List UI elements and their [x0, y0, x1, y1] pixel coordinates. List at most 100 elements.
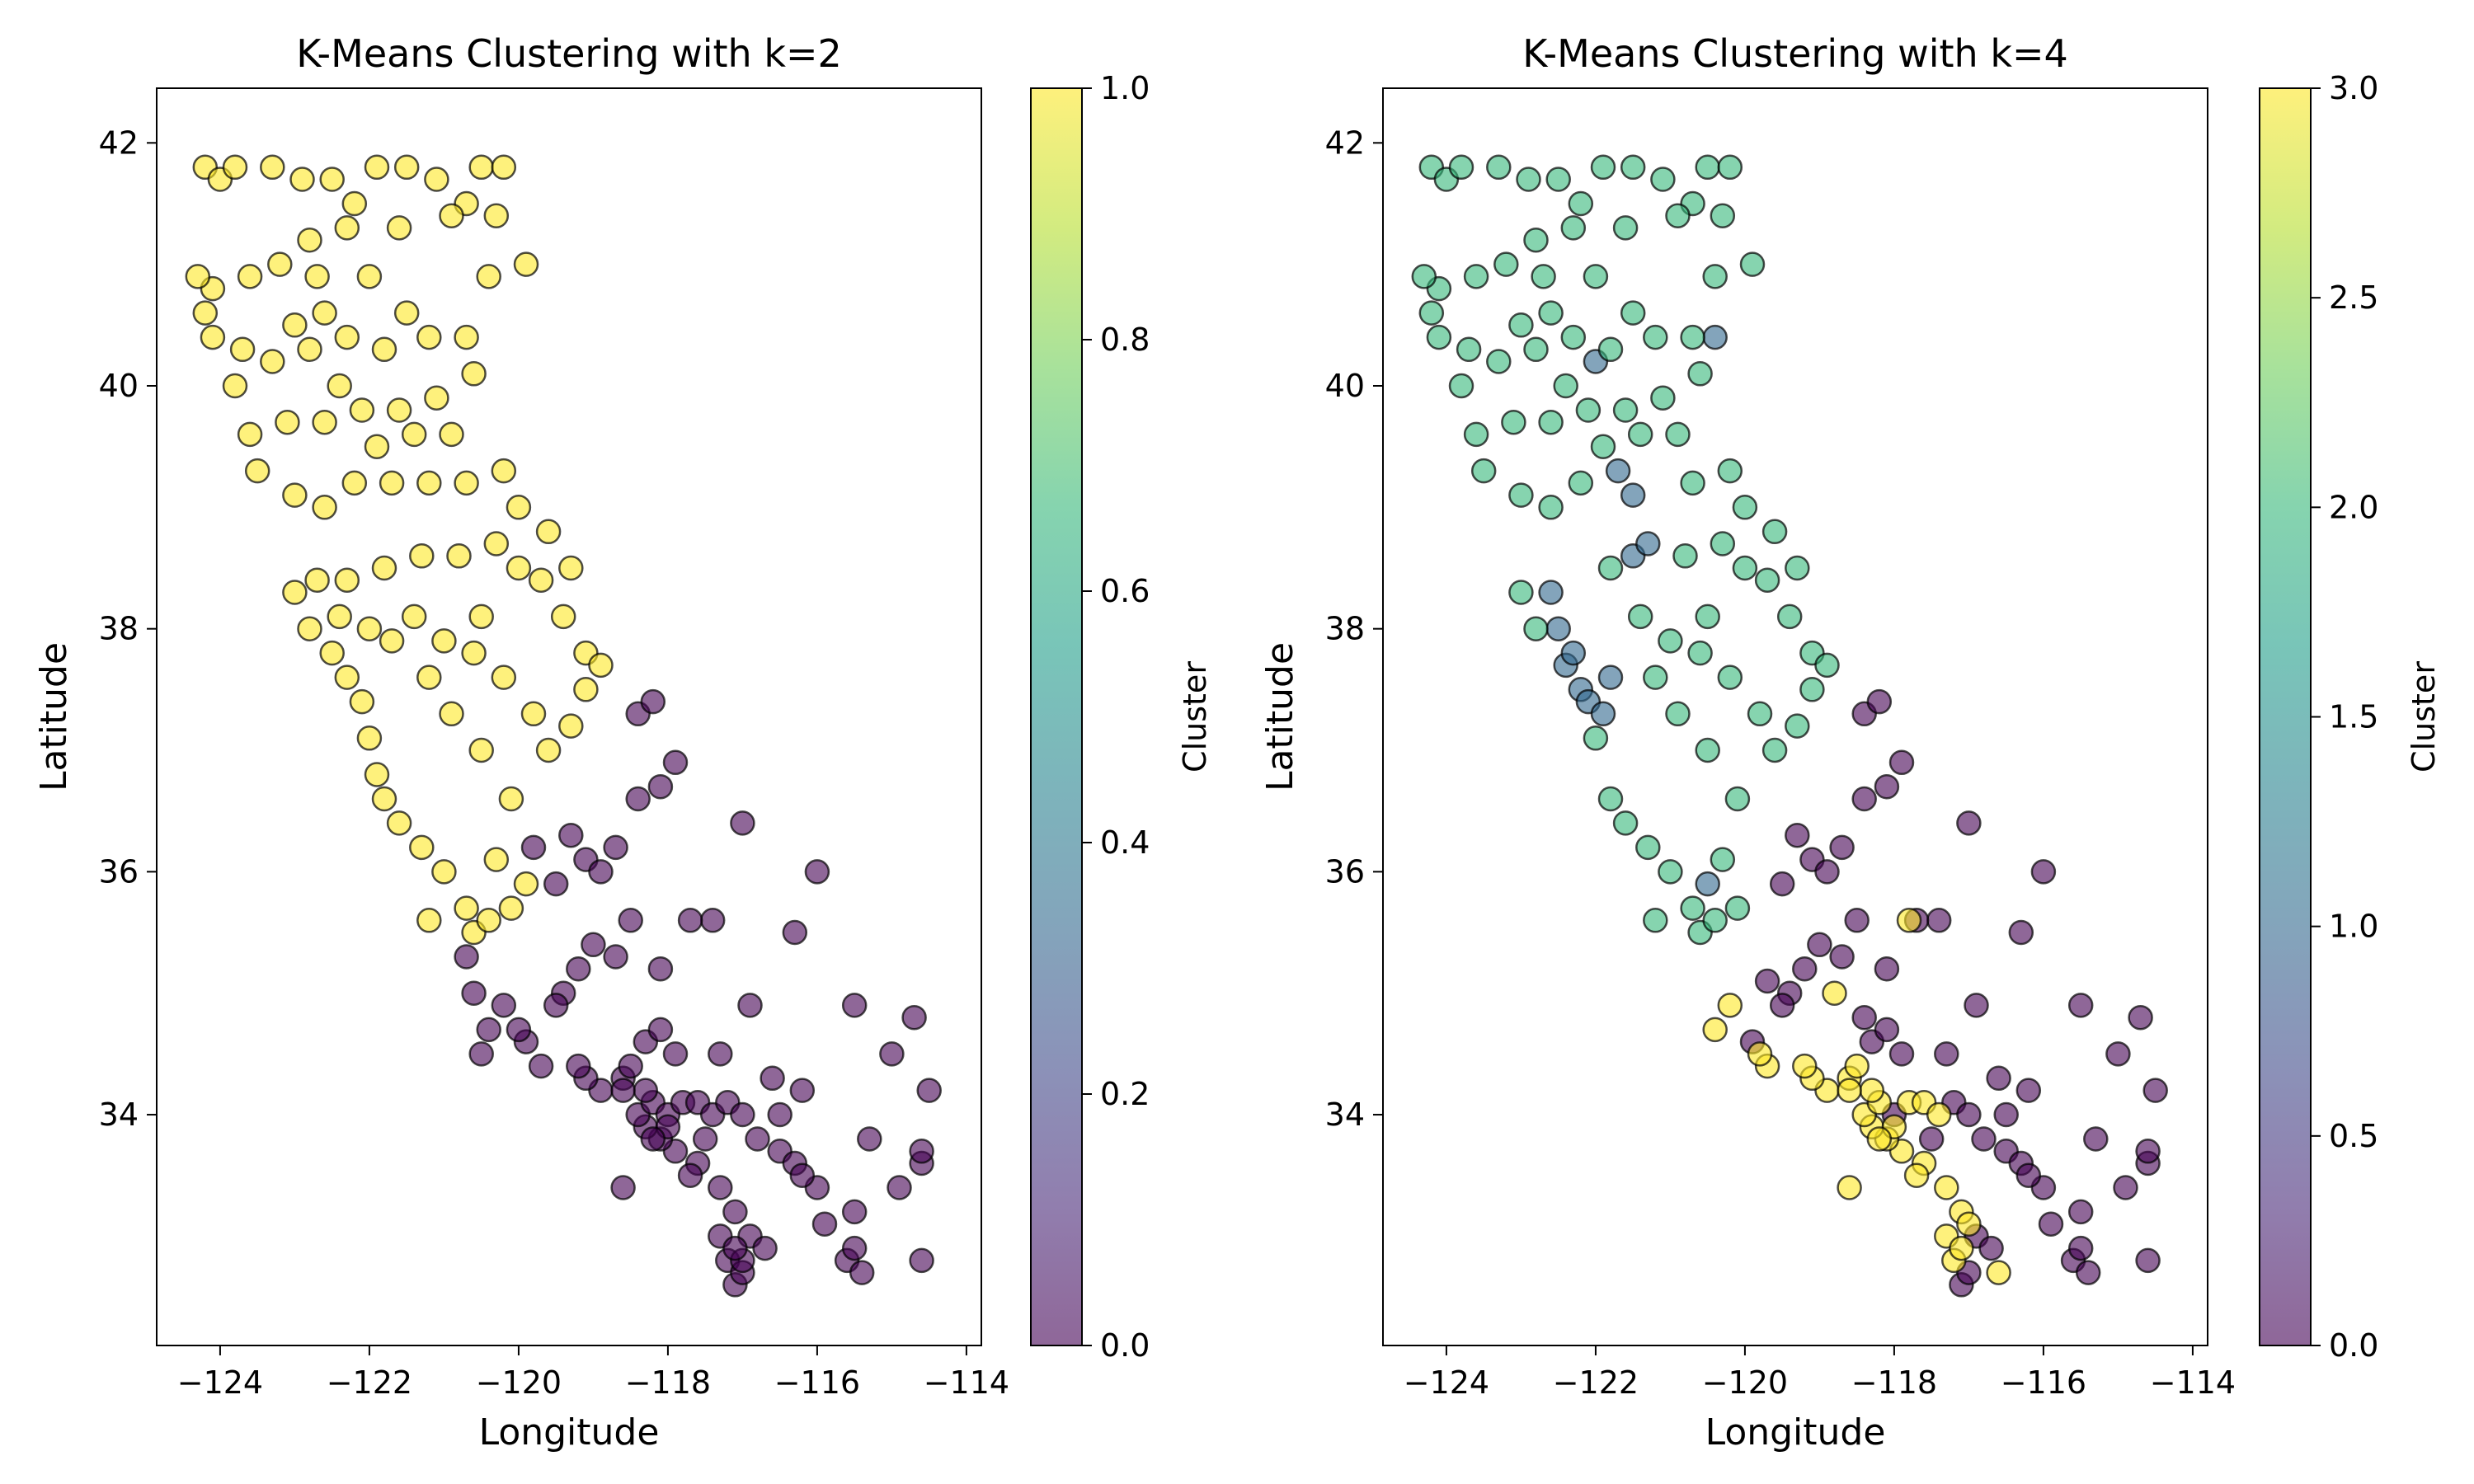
scatter-point-cluster-0	[662, 749, 689, 776]
scatter-point-cluster-2	[1508, 312, 1534, 338]
scatter-point-cluster-2	[1814, 652, 1840, 679]
scatter-point-cluster-2	[1627, 603, 1653, 630]
scatter-point-cluster-0	[476, 1017, 501, 1043]
scatter-point-cluster-1	[1702, 324, 1728, 350]
scatter-point-cluster-1	[431, 859, 457, 885]
x-tick-label: −114	[924, 1364, 1009, 1401]
scatter-point-cluster-3	[1903, 1162, 1930, 1188]
scatter-point-cluster-0	[782, 919, 808, 946]
scatter-point-cluster-2	[1486, 349, 1512, 374]
scatter-point-cluster-0	[1934, 1041, 1959, 1067]
scatter-point-cluster-1	[1597, 665, 1624, 690]
scatter-point-cluster-0	[491, 993, 517, 1018]
scatter-point-cluster-0	[2030, 859, 2057, 885]
scatter-point-cluster-2	[1627, 421, 1653, 448]
scatter-point-cluster-2	[1463, 421, 1489, 448]
scatter-point-cluster-2	[1785, 555, 1810, 581]
scatter-point-cluster-0	[468, 1041, 494, 1067]
scatter-point-cluster-1	[454, 470, 479, 496]
scatter-point-cluster-0	[2075, 1260, 2101, 1285]
scatter-point-cluster-1	[491, 458, 517, 484]
scatter-point-cluster-0	[2142, 1078, 2168, 1103]
scatter-point-cluster-1	[222, 154, 248, 181]
scatter-point-cluster-0	[543, 993, 569, 1018]
scatter-point-cluster-1	[260, 154, 285, 181]
scatter-point-cluster-0	[722, 1199, 748, 1225]
scatter-point-cluster-1	[200, 324, 226, 350]
x-tick-label: −124	[1404, 1364, 1489, 1401]
scatter-point-cluster-0	[1888, 749, 1915, 776]
scatter-point-cluster-3	[1949, 1235, 1974, 1261]
scatter-point-cluster-0	[677, 1162, 703, 1188]
scatter-point-cluster-0	[1971, 1126, 1997, 1152]
scatter-point-cluster-0	[789, 1078, 816, 1103]
scatter-point-cluster-2	[1687, 361, 1713, 387]
x-tick-label: −122	[327, 1364, 412, 1401]
y-tick-label: 36	[99, 853, 139, 890]
colorbar-tick-label: 1.5	[2329, 699, 2378, 735]
scatter-point-cluster-1	[446, 543, 472, 569]
scatter-point-cluster-0	[610, 1175, 636, 1200]
scatter-point-cluster-2	[1717, 458, 1743, 484]
scatter-point-cluster-0	[909, 1139, 934, 1164]
scatter-point-cluster-2	[1538, 409, 1564, 435]
scatter-point-cluster-1	[297, 616, 322, 641]
y-axis-label: Latitude	[1259, 642, 1301, 791]
scatter-point-cluster-2	[1665, 421, 1691, 448]
scatter-point-cluster-1	[237, 264, 263, 289]
scatter-point-cluster-2	[1545, 167, 1571, 192]
x-tick-label: −116	[774, 1364, 860, 1401]
scatter-point-cluster-0	[662, 1041, 689, 1067]
scatter-point-cluster-0	[461, 980, 487, 1006]
scatter-point-cluster-0	[618, 908, 643, 933]
scatter-point-cluster-1	[454, 895, 479, 921]
colorbar-tick-label: 0.4	[1100, 824, 1150, 861]
scatter-point-cluster-0	[2105, 1041, 2131, 1067]
scatter-point-cluster-2	[1643, 665, 1668, 690]
scatter-point-cluster-1	[513, 251, 539, 277]
scatter-point-cluster-1	[1545, 616, 1571, 641]
scatter-point-cluster-2	[1620, 300, 1646, 326]
colorbar-tick-label: 2.5	[2329, 279, 2378, 316]
colorbar-gradient	[1031, 88, 1082, 1345]
scatter-point-cluster-1	[401, 421, 427, 448]
scatter-point-cluster-2	[1702, 264, 1728, 289]
scatter-point-cluster-0	[640, 1126, 666, 1152]
scatter-point-cluster-2	[1643, 324, 1668, 350]
scatter-point-cluster-0	[760, 1065, 785, 1092]
scatter-point-cluster-0	[1754, 968, 1780, 994]
scatter-point-cluster-0	[1993, 1101, 2019, 1128]
scatter-point-cluster-2	[1560, 215, 1587, 241]
colorbar-tick-label: 0.2	[1100, 1076, 1150, 1112]
scatter-point-cluster-1	[506, 555, 532, 581]
scatter-point-cluster-1	[244, 458, 270, 484]
x-tick-label: −118	[1851, 1364, 1937, 1401]
colorbar-2: 0.0 0.5 1.0 1.5 2.0 2.5 3.0 Cluster	[2259, 70, 2442, 1364]
scatter-points	[1411, 154, 2168, 1298]
scatter-point-cluster-3	[1792, 1053, 1818, 1079]
scatter-point-cluster-0	[2008, 919, 2034, 946]
scatter-point-cluster-0	[543, 871, 569, 897]
scatter-point-cluster-0	[1926, 908, 1952, 933]
scatter-point-cluster-1	[312, 300, 337, 326]
subplot-1: −124 −122 −120 −118 −116 −114 34 36 38 40 42 K-Mean…	[33, 31, 1009, 1453]
scatter-point-cluster-1	[341, 470, 368, 496]
scatter-point-cluster-1	[409, 834, 435, 861]
y-tick-label: 38	[99, 611, 139, 647]
scatter-point-cluster-0	[1807, 932, 1832, 958]
x-tick-label: −124	[177, 1364, 263, 1401]
scatter-point-cluster-1	[282, 482, 308, 508]
scatter-point-cluster-0	[633, 1078, 659, 1103]
scatter-point-cluster-0	[1918, 1126, 1945, 1152]
scatter-point-cluster-0	[1956, 1101, 1982, 1128]
scatter-point-cluster-2	[1560, 324, 1587, 350]
y-tick-label: 34	[1325, 1097, 1365, 1133]
scatter-point-cluster-0	[879, 1041, 905, 1067]
scatter-point-cluster-1	[468, 737, 494, 763]
scatter-point-cluster-3	[1844, 1053, 1870, 1079]
scatter-point-cluster-1	[349, 397, 375, 423]
scatter-point-cluster-2	[1612, 215, 1639, 241]
scatter-point-cluster-1	[364, 434, 390, 459]
scatter-point-cluster-0	[708, 1175, 733, 1200]
scatter-point-cluster-2	[1658, 628, 1683, 654]
